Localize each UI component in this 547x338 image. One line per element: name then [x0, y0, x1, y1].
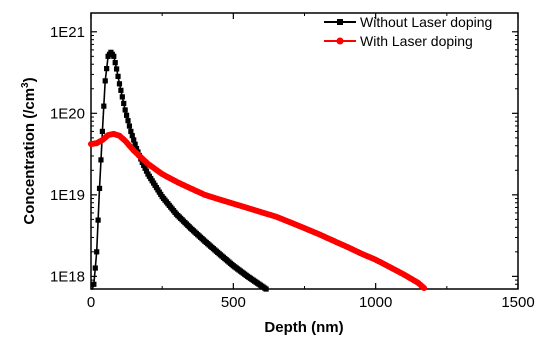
legend-marker-with-laser — [336, 37, 344, 45]
series-without-laser — [91, 49, 269, 292]
y-tick-label-1E19: 1E19 — [50, 187, 85, 204]
data-point — [116, 81, 123, 87]
data-point — [142, 165, 148, 171]
y-axis-title-close: ) — [21, 77, 38, 82]
legend: Without Laser doping With Laser doping — [324, 14, 492, 49]
data-point — [131, 137, 137, 143]
data-point — [104, 66, 110, 72]
data-point — [96, 185, 103, 191]
data-point — [112, 60, 118, 66]
data-point — [92, 265, 98, 271]
data-point — [133, 145, 140, 152]
data-point — [98, 157, 104, 163]
plot-frame — [90, 12, 519, 290]
data-point — [119, 94, 125, 100]
data-point — [99, 128, 105, 135]
data-point — [421, 285, 428, 292]
series-with-laser — [88, 130, 428, 292]
data-point — [94, 249, 100, 255]
data-point — [125, 118, 131, 124]
legend-label-with-laser: With Laser doping — [360, 33, 473, 49]
series-line — [91, 50, 268, 290]
x-tick-label-0: 0 — [87, 294, 95, 311]
data-point — [123, 112, 130, 118]
y-axis-title-text: Concentration (/cm — [21, 88, 38, 225]
x-tick-label-1000: 1000 — [359, 294, 392, 311]
x-tick-label-500: 500 — [221, 294, 246, 311]
data-point — [102, 78, 108, 84]
data-point — [101, 103, 107, 109]
data-point — [122, 107, 128, 113]
data-point — [263, 286, 269, 292]
legend-marker-without-laser — [337, 19, 343, 25]
data-point — [129, 133, 135, 139]
data-point — [143, 168, 150, 174]
y-axis-title: Concentration (/cm3) — [20, 77, 38, 224]
data-point — [91, 281, 97, 287]
legend-item-with-laser: With Laser doping — [324, 33, 473, 49]
x-axis-title: Depth (nm) — [264, 319, 343, 336]
data-point — [95, 217, 101, 223]
y-tick-label-1E18: 1E18 — [50, 268, 85, 285]
series-group — [88, 49, 428, 292]
data-point — [115, 73, 121, 79]
legend-item-without-laser: Without Laser doping — [324, 14, 492, 30]
axis-ticks — [90, 13, 519, 290]
y-tick-label-1E21: 1E21 — [50, 24, 85, 41]
y-axis-title-superscript: 3 — [20, 82, 31, 88]
legend-label-without-laser: Without Laser doping — [360, 14, 492, 30]
data-point — [111, 53, 117, 59]
data-point — [118, 87, 124, 93]
data-point — [121, 100, 127, 107]
data-point — [114, 66, 120, 72]
y-tick-label-1E20: 1E20 — [50, 105, 85, 122]
tick-labels: 0 500 1000 1500 1E18 1E19 1E20 1E21 — [50, 24, 535, 311]
x-tick-label-1500: 1500 — [501, 294, 534, 311]
data-point — [128, 128, 134, 135]
data-point — [132, 141, 138, 147]
data-point — [126, 123, 133, 129]
data-point — [141, 162, 147, 168]
